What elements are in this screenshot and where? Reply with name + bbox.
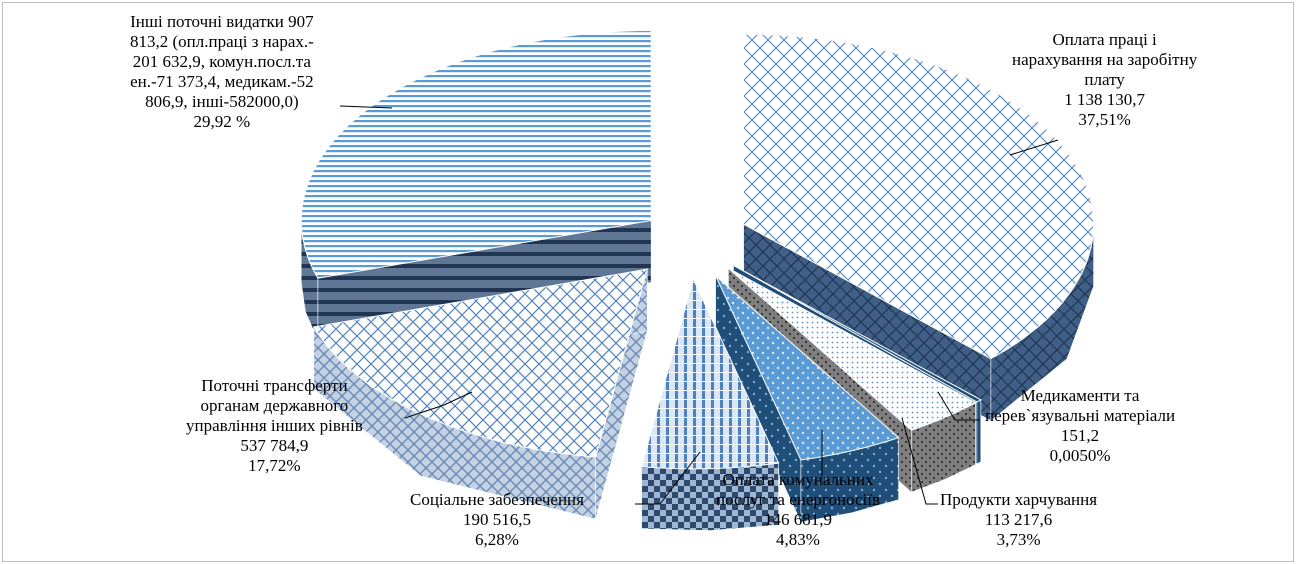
- label-other-line: 201 632,9, комун.посл.та: [132, 52, 311, 71]
- label-transfers-percent: 17,72%: [248, 456, 301, 475]
- label-salary: Оплата праці і нарахування на заробітну …: [1012, 30, 1197, 130]
- label-transfers-value: 537 784,9: [240, 436, 309, 455]
- slice-medicine-top: [733, 264, 982, 403]
- slice-transfers: [312, 268, 648, 520]
- label-other-percent: 29,92 %: [193, 112, 251, 131]
- label-food-line: Продукти харчування: [940, 490, 1098, 509]
- label-salary-line: нарахування на заробітну: [1012, 50, 1198, 69]
- slice-social: [640, 277, 780, 531]
- label-medicine: Медикаменти та перев`язувальні матеріали…: [985, 386, 1175, 466]
- label-utilities-value: 146 681,9: [763, 510, 832, 529]
- label-medicine-value: 151,2: [1060, 426, 1100, 445]
- slice-utilities-top: [715, 275, 900, 461]
- leader-line-other: [339, 105, 393, 109]
- label-salary-percent: 37,51%: [1078, 110, 1131, 129]
- label-medicine-line: перев`язувальні матеріали: [985, 406, 1176, 425]
- label-other-line: Інші поточні видатки 907: [130, 12, 314, 31]
- label-other: Інші поточні видатки 907 813,2 (опл.прац…: [130, 12, 314, 132]
- label-salary-line: Оплата праці і: [1052, 30, 1157, 49]
- leader-line-food: [901, 417, 938, 505]
- label-other-line: 813,2 (опл.праці з нарах.-: [130, 32, 314, 51]
- label-food: Продукти харчування 113 217,6 3,73%: [940, 490, 1097, 550]
- label-transfers-line: Поточні трансферти: [201, 376, 348, 395]
- slice-medicine-side: [976, 399, 982, 465]
- label-utilities-line: послуг та енергоносіїв: [716, 490, 880, 509]
- leader-line-social: [635, 451, 701, 505]
- leader-line-salary: [1009, 139, 1059, 156]
- slice-food-top: [728, 267, 977, 431]
- leader-line-transfers: [404, 391, 473, 419]
- slice-other: [300, 29, 652, 341]
- slice-utilities: [715, 275, 900, 523]
- label-social-percent: 6,28%: [475, 530, 519, 549]
- label-social: Соціальне забезпечення 190 516,5 6,28%: [410, 490, 584, 550]
- slice-salary-top: [743, 33, 1095, 360]
- label-medicine-percent: 0,0050%: [1049, 446, 1111, 465]
- label-utilities-percent: 4,83%: [776, 530, 820, 549]
- label-other-line: 806,9, інші-582000,0): [145, 92, 299, 111]
- label-salary-value: 1 138 130,7: [1064, 90, 1145, 109]
- label-transfers-line: органам державного: [200, 396, 349, 415]
- label-other-line: ен.-71 373,4, медикам.-52: [130, 72, 314, 91]
- slice-transfers-top: [312, 268, 648, 458]
- label-food-percent: 3,73%: [996, 530, 1041, 549]
- slice-social-top: [640, 277, 780, 470]
- label-utilities: Оплата комунальних послуг та енергоносії…: [716, 470, 880, 550]
- label-utilities-line: Оплата комунальних: [722, 470, 874, 489]
- label-transfers-line: управління інших рівнів: [186, 416, 363, 435]
- leader-line-medicine: [937, 391, 980, 421]
- label-social-line: Соціальне забезпечення: [410, 490, 584, 509]
- label-salary-line: плату: [1084, 70, 1125, 89]
- label-food-value: 113 217,6: [984, 510, 1053, 529]
- slice-other-top: [300, 29, 652, 279]
- label-transfers: Поточні трансферти органам державного уп…: [186, 376, 363, 476]
- label-social-value: 190 516,5: [462, 510, 531, 529]
- label-medicine-line: Медикаменти та: [1020, 386, 1140, 405]
